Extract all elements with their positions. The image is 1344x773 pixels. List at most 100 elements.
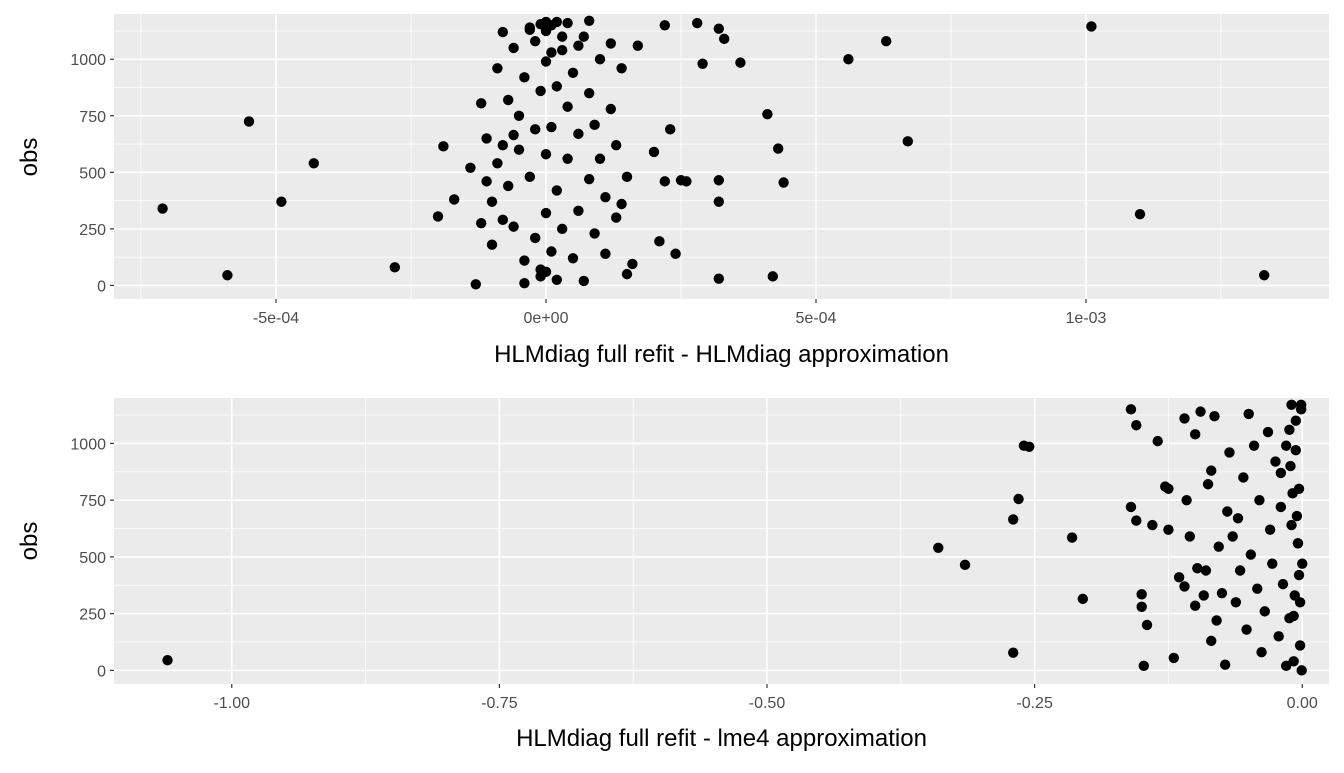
- data-point: [605, 38, 616, 49]
- data-point: [551, 274, 562, 285]
- data-point: [1286, 519, 1297, 531]
- data-point: [713, 273, 724, 284]
- data-point: [389, 262, 400, 273]
- data-point: [276, 196, 287, 207]
- data-point: [616, 63, 627, 74]
- data-point: [1163, 483, 1174, 494]
- y-tick-label: 250: [79, 607, 106, 624]
- data-point: [546, 121, 557, 133]
- data-point: [1200, 565, 1212, 576]
- data-point: [1216, 588, 1228, 599]
- data-point: [1264, 524, 1276, 535]
- data-point: [432, 211, 444, 222]
- data-point: [546, 47, 557, 58]
- data-point: [557, 31, 568, 42]
- data-point: [692, 17, 703, 29]
- data-point: [648, 146, 660, 158]
- data-point: [1248, 440, 1260, 451]
- y-tick-label: 0: [97, 278, 106, 295]
- data-point: [1284, 424, 1295, 435]
- y-tick-label: 750: [79, 493, 106, 510]
- data-point: [540, 25, 552, 37]
- data-point: [573, 205, 584, 216]
- data-point: [1163, 524, 1174, 535]
- data-point: [681, 176, 692, 187]
- data-point: [659, 176, 670, 187]
- data-point: [584, 15, 595, 26]
- data-point: [530, 124, 541, 135]
- data-point: [486, 239, 498, 250]
- data-point: [530, 232, 541, 244]
- data-point: [535, 85, 546, 97]
- data-point: [470, 279, 481, 290]
- data-point: [524, 171, 535, 183]
- data-point: [1179, 581, 1190, 592]
- data-point: [1259, 606, 1270, 617]
- data-point: [476, 218, 487, 229]
- data-point: [519, 277, 530, 289]
- data-point: [540, 56, 552, 67]
- x-tick-label: -1.00: [214, 695, 251, 712]
- x-tick-label: 0e+00: [524, 310, 569, 327]
- data-point: [665, 124, 676, 135]
- data-point: [594, 153, 606, 164]
- data-point: [222, 270, 233, 281]
- x-tick-label: 0.00: [1287, 695, 1318, 712]
- data-point: [535, 264, 546, 275]
- data-point: [497, 26, 508, 38]
- data-point: [1184, 531, 1196, 542]
- plot-panel-1: [114, 398, 1329, 684]
- data-point: [503, 180, 514, 192]
- data-point: [1238, 472, 1249, 483]
- data-point: [1077, 593, 1088, 605]
- data-point: [959, 559, 971, 571]
- data-point: [567, 253, 579, 264]
- data-point: [1086, 21, 1097, 32]
- data-point: [1181, 494, 1192, 506]
- data-point: [1134, 208, 1146, 220]
- data-point: [1285, 460, 1296, 472]
- y-tick-label: 500: [79, 165, 106, 182]
- data-point: [605, 103, 616, 115]
- data-point: [508, 129, 519, 141]
- data-point: [1066, 532, 1078, 543]
- data-point: [1273, 631, 1284, 642]
- data-point: [1288, 656, 1299, 667]
- data-point: [1290, 445, 1302, 456]
- data-point: [524, 22, 535, 33]
- data-point: [773, 143, 784, 154]
- data-point: [1289, 590, 1300, 601]
- data-point: [540, 207, 552, 219]
- data-point: [1147, 519, 1158, 531]
- data-point: [567, 67, 579, 79]
- data-point: [1262, 426, 1274, 438]
- data-point: [573, 128, 584, 140]
- x-tick-label: -0.75: [481, 695, 518, 712]
- data-point: [1008, 514, 1019, 525]
- data-point: [1234, 565, 1246, 576]
- data-point: [767, 271, 778, 282]
- data-point: [1245, 549, 1257, 560]
- data-point: [449, 194, 460, 205]
- data-point: [1292, 538, 1304, 549]
- data-point: [1141, 619, 1153, 631]
- x-tick-label: 5e-04: [796, 310, 837, 327]
- data-point: [621, 171, 633, 183]
- data-point: [1219, 659, 1231, 670]
- data-point: [519, 255, 530, 266]
- data-point: [562, 153, 573, 164]
- data-point: [627, 258, 638, 270]
- data-point: [1024, 441, 1035, 453]
- data-point: [735, 57, 746, 68]
- data-point: [1296, 665, 1307, 676]
- data-point: [1213, 541, 1224, 552]
- data-point: [1206, 465, 1217, 476]
- data-point: [476, 98, 487, 109]
- data-point: [1294, 640, 1306, 651]
- data-point: [1241, 624, 1252, 635]
- data-point: [1275, 501, 1287, 513]
- data-point: [1125, 404, 1137, 415]
- data-point: [1280, 660, 1292, 672]
- data-point: [465, 162, 476, 174]
